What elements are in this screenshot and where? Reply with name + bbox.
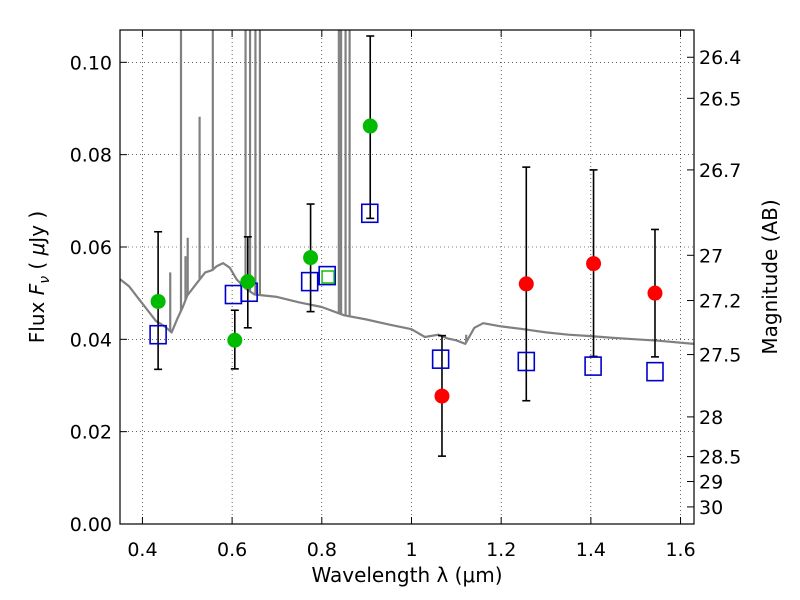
model-square-marker <box>149 324 167 345</box>
model-spectrum <box>120 30 694 345</box>
x-tick-label: 1 <box>405 539 417 561</box>
y-tick-label: 0.08 <box>70 145 112 167</box>
model-square-marker <box>318 265 336 286</box>
flux-marker <box>303 250 319 266</box>
right-tick-label: 28.5 <box>699 447 741 469</box>
model-square-marker <box>584 356 602 376</box>
model-square-marker <box>300 271 319 292</box>
data-markers <box>149 118 664 404</box>
y-tick-label: 0.02 <box>70 422 112 444</box>
right-tick-label: 26.4 <box>699 47 741 69</box>
right-tick-label: 29 <box>699 472 723 494</box>
flux-marker <box>240 274 256 290</box>
x-tick-label: 0.6 <box>217 539 247 561</box>
right-tick-label: 26.5 <box>699 88 741 110</box>
flux-marker <box>150 293 166 309</box>
x-tick-label: 1.6 <box>665 539 695 561</box>
y-tick-label: 0.06 <box>70 237 112 259</box>
x-tick-label: 0.4 <box>127 539 157 561</box>
right-tick-label: 26.7 <box>699 160 741 182</box>
flux-marker <box>586 256 602 272</box>
flux-marker <box>227 332 243 348</box>
flux-marker <box>647 285 663 301</box>
y-axis: 0.00 0.02 0.04 0.06 0.08 0.10 <box>70 52 127 536</box>
y-axis-title: Flux Fν ( μJy ) <box>25 211 53 343</box>
y-tick-label: 0.04 <box>70 329 112 351</box>
x-tick-label: 1.2 <box>486 539 516 561</box>
flux-marker <box>362 118 378 134</box>
plot-frame <box>119 29 695 525</box>
x-tick-label: 0.8 <box>307 539 337 561</box>
right-tick-label: 27.2 <box>699 291 741 313</box>
model-square-marker <box>646 361 664 382</box>
y-tick-label: 0.10 <box>70 52 112 74</box>
right-tick-label: 27.5 <box>699 345 741 367</box>
flux-marker <box>518 276 534 292</box>
x-axis-title: Wavelength λ (μm) <box>311 563 502 587</box>
x-tick-label: 1.4 <box>576 539 606 561</box>
plot-area <box>120 30 694 524</box>
flux-marker-open <box>321 270 335 284</box>
x-axis: 0.4 0.6 0.8 1 1.2 1.4 1.6 <box>127 30 696 561</box>
y-tick-label: 0.00 <box>70 514 112 536</box>
model-square-marker <box>360 203 379 224</box>
right-magnitude-axis: 26.4 26.5 26.7 27 27.2 27.5 28 28.5 29 30 <box>687 47 741 519</box>
model-square-marker <box>431 349 450 369</box>
right-tick-label: 30 <box>699 497 723 519</box>
right-tick-label: 28 <box>699 407 723 429</box>
right-tick-label: 27 <box>699 245 723 267</box>
model-square-marker <box>517 351 536 372</box>
flux-marker <box>434 388 450 404</box>
right-axis-title: Magnitude (AB) <box>758 199 782 354</box>
